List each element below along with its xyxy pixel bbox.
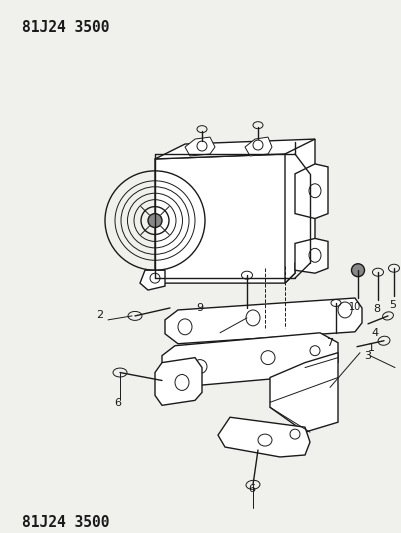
- Polygon shape: [284, 139, 314, 283]
- Text: 2: 2: [96, 310, 103, 320]
- Polygon shape: [155, 358, 201, 405]
- Text: 8: 8: [373, 304, 380, 314]
- Polygon shape: [294, 164, 327, 219]
- Polygon shape: [184, 137, 215, 156]
- Polygon shape: [217, 417, 309, 457]
- Polygon shape: [155, 139, 314, 159]
- Text: 81J24 3500: 81J24 3500: [22, 515, 109, 530]
- Text: 6: 6: [114, 398, 121, 408]
- Ellipse shape: [148, 214, 162, 228]
- Text: 6: 6: [248, 484, 255, 494]
- Polygon shape: [155, 154, 294, 283]
- Text: 81J24 3500: 81J24 3500: [22, 20, 109, 35]
- Polygon shape: [162, 333, 337, 387]
- Polygon shape: [164, 298, 361, 344]
- Text: 3: 3: [364, 351, 371, 361]
- Text: 7: 7: [326, 338, 333, 348]
- Ellipse shape: [350, 264, 364, 277]
- Text: 5: 5: [389, 300, 395, 310]
- Text: 4: 4: [371, 328, 378, 338]
- Text: 10: 10: [348, 302, 360, 312]
- Polygon shape: [294, 238, 327, 273]
- Polygon shape: [140, 270, 164, 290]
- Polygon shape: [269, 353, 337, 432]
- Text: 1: 1: [367, 343, 374, 353]
- Text: 9: 9: [196, 303, 203, 313]
- Polygon shape: [244, 137, 271, 156]
